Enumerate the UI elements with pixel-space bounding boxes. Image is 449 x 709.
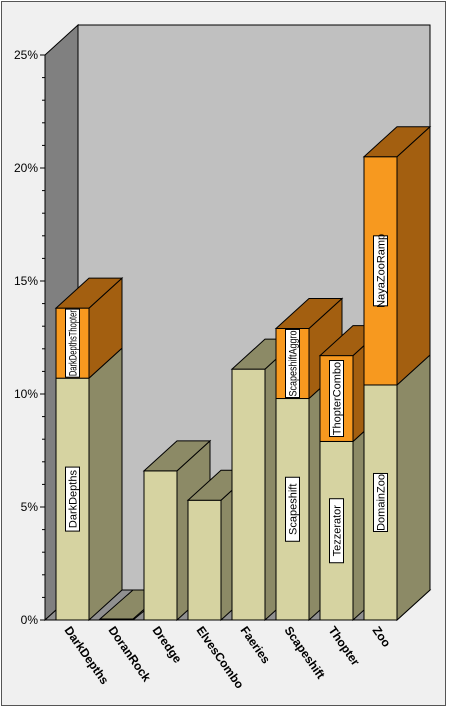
segment-label-group: DarkDepths [65, 466, 80, 532]
segment-label: DarkDepths [68, 470, 80, 529]
x-tick-label: Faeries [238, 624, 274, 667]
y-tick-label: 0% [21, 613, 39, 627]
segment-label-group: ScapeshiftAggro [285, 328, 300, 399]
x-tick-label: Zoo [370, 624, 394, 650]
x-tick-label: DarkDepths [62, 624, 112, 687]
x-tick-label: Dredge [150, 624, 185, 666]
bar-ElvesCombo-s1 [187, 499, 222, 621]
segment-label-group: DarkDepthsThopter [65, 308, 80, 378]
bar-side-Zoo-s1 [396, 353, 431, 622]
segment-label: Tezzerator [332, 505, 344, 557]
segment-label: DarkDepthsThopter [68, 310, 80, 376]
bar-group-DarkDepths: DarkDepths DarkDepthsThopter [54, 276, 124, 622]
x-tick-label: DoranRock [106, 624, 154, 685]
segment-label: DomainZoo [376, 474, 388, 531]
x-tick-label: Scapeshift [282, 624, 328, 682]
segment-label-box [285, 328, 300, 399]
segment-label: ThopterCombo [332, 362, 344, 435]
segment-label: ScapeshiftAggro [288, 330, 300, 396]
segment-label-box [373, 235, 388, 307]
y-tick-label: 25% [14, 48, 38, 62]
bar-Faeries-s1 [231, 368, 266, 621]
segment-label-box [65, 308, 80, 378]
bar-top-DarkDepths [54, 277, 124, 309]
segment-label-group: Scapeshift [285, 476, 300, 542]
segment-label: NayaZooRamp [376, 234, 388, 308]
y-tick-label: 5% [21, 500, 39, 514]
bar-top-Dredge [142, 440, 212, 472]
segment-label-group: Tezzerator [329, 498, 344, 564]
y-tick-label: 10% [14, 387, 38, 401]
y-tick-label: 20% [14, 161, 38, 175]
segment-label-box [373, 472, 388, 532]
segment-label-group: DomainZoo [373, 472, 388, 532]
bar-group-Zoo: DomainZoo NayaZooRamp [362, 125, 432, 622]
segment-label-box [65, 466, 80, 532]
bar-Dredge-s1 [143, 470, 178, 621]
segment-label: Scapeshift [288, 484, 300, 535]
bar-top-Scapeshift [274, 297, 344, 329]
bars: DarkDepths DarkDepthsThopter Scapeshift Sca… [54, 125, 432, 622]
y-tick-label: 15% [14, 274, 38, 288]
bar-side-DarkDepths-s1 [88, 347, 123, 622]
segment-label-box [285, 476, 300, 542]
segment-label-box [329, 360, 344, 438]
segment-label-group: ThopterCombo [329, 360, 344, 438]
bar-top-Zoo [362, 126, 432, 158]
segment-label-group: NayaZooRamp [373, 234, 388, 308]
bar-side-Zoo-s2 [396, 125, 431, 387]
segment-label-box [329, 498, 344, 564]
x-tick-label: Thopter [326, 624, 363, 669]
x-tick-label: ElvesCombo [194, 624, 247, 692]
